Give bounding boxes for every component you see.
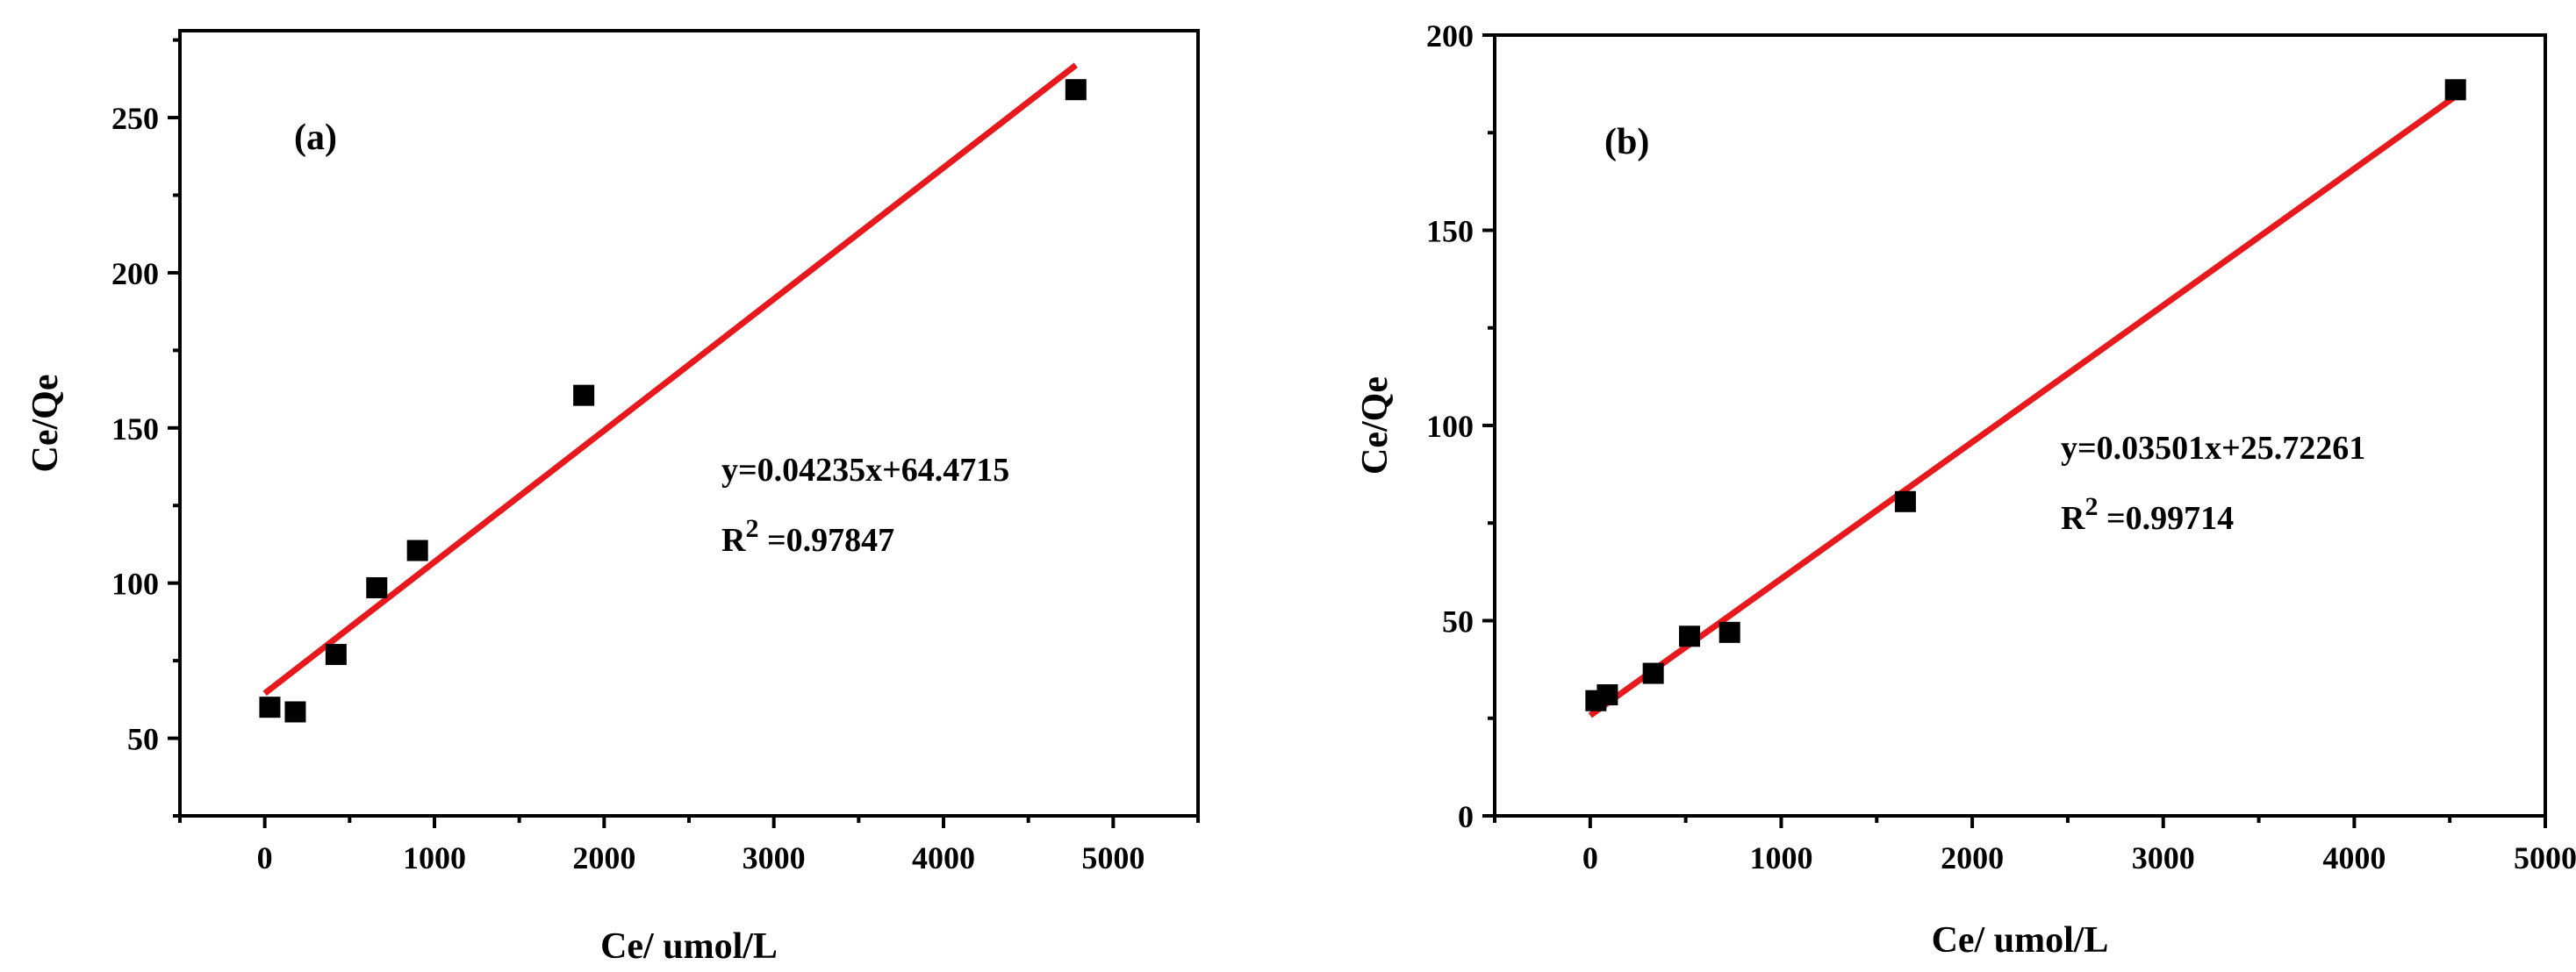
panel-a-y-tick-label: 100 — [111, 567, 159, 602]
panel-b-r-squared: R2 =0.99714 — [2061, 492, 2234, 537]
panel-a-y-tick-label: 250 — [111, 101, 159, 136]
panel-a-y-tick-label: 200 — [111, 256, 159, 291]
panel-b-data-point — [2444, 79, 2466, 101]
panel-b-y-axis-title: Ce/Qe — [1355, 376, 1396, 475]
panel-a-data-point — [366, 576, 388, 598]
panel-a-x-tick-label: 2000 — [572, 840, 635, 876]
panel-b-data-point — [1642, 662, 1664, 684]
panel-a-y-axis-title: Ce/Qe — [25, 375, 66, 473]
panel-a-x-tick-label: 3000 — [743, 840, 806, 876]
panel-b: 0 1000 2000 3000 4000 5000 0 50 100 150 200 Ce/ umo… — [1355, 18, 2576, 961]
panel-b-y-tick-label: 0 — [1458, 799, 1474, 834]
panel-a-data-point — [573, 384, 595, 406]
panel-a-y-tick-label: 50 — [127, 722, 159, 757]
panel-b-fit-line — [1588, 93, 2458, 718]
panel-b-data-point — [1894, 490, 1916, 512]
panel-a-data-point — [1065, 79, 1087, 101]
panel-a-data-point — [259, 697, 281, 718]
panel-a-data-point — [406, 540, 428, 561]
panel-b-y-tick-label: 150 — [1426, 214, 1474, 249]
panel-a-x-tick-label: 4000 — [912, 840, 975, 876]
panel-a-x-tick-label: 1000 — [403, 840, 466, 876]
panel-b-plot-frame — [1493, 33, 2547, 818]
panel-a-x-axis-title: Ce/ umol/L — [600, 926, 778, 967]
panel-b-x-tick-label: 0 — [1582, 840, 1598, 876]
panel-a-data-point — [284, 701, 306, 723]
panel-b-data-point — [1597, 684, 1618, 706]
panel-b-x-tick-label: 1000 — [1749, 840, 1812, 876]
panel-b-x-axis-title: Ce/ umol/L — [1932, 920, 2109, 961]
panel-a-panel-label: (a) — [294, 118, 337, 158]
panel-b-data-point — [1678, 625, 1700, 647]
panel-b-y-tick-label: 200 — [1426, 18, 1474, 54]
panel-b-data-point — [1719, 621, 1740, 643]
panel-a: 0 1000 2000 3000 4000 5000 50 100 150 200 250 Ce/ u… — [25, 29, 1200, 967]
panel-a-data-point — [325, 644, 347, 666]
panel-b-y-tick-label: 50 — [1442, 604, 1474, 640]
panel-b-x-tick-label: 5000 — [2514, 840, 2576, 876]
panel-a-fit-equation: y=0.04235x+64.4715 — [721, 452, 1009, 489]
panel-b-x-tick-label: 2000 — [1941, 840, 2004, 876]
panel-b-x-tick-label: 3000 — [2132, 840, 2195, 876]
panel-b-y-tick-label: 100 — [1426, 409, 1474, 444]
panel-b-fit-equation: y=0.03501x+25.72261 — [2061, 430, 2365, 467]
panel-a-fit-line — [262, 62, 1078, 697]
panel-a-r-squared: R2 =0.97847 — [721, 514, 894, 559]
panel-a-y-tick-label: 150 — [111, 411, 159, 447]
panel-a-x-tick-label: 0 — [257, 840, 273, 876]
panel-b-panel-label: (b) — [1604, 122, 1649, 162]
panel-a-x-tick-label: 5000 — [1081, 840, 1144, 876]
panel-b-x-tick-label: 4000 — [2322, 840, 2386, 876]
